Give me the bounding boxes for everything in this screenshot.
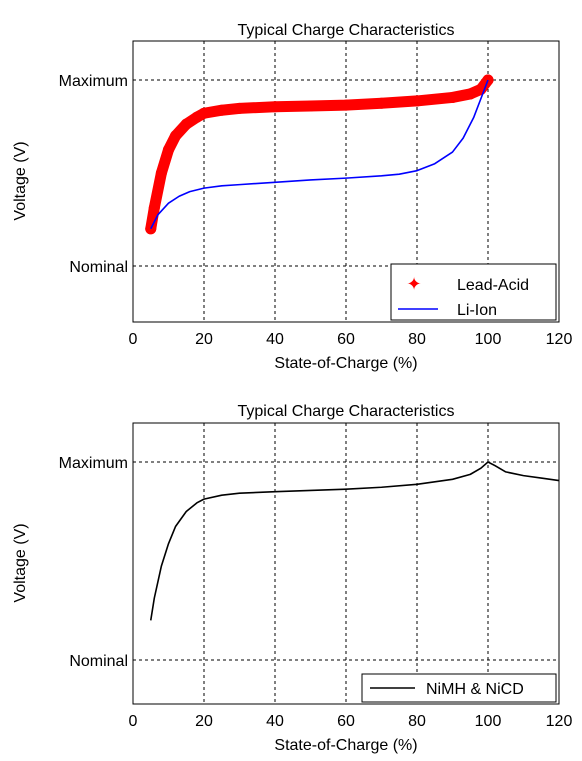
lead-acid-legend-marker: ✦ bbox=[406, 274, 421, 295]
x-tick-label: 40 bbox=[266, 713, 284, 730]
lead-acid-point bbox=[340, 99, 352, 111]
lead-acid-point bbox=[234, 102, 245, 114]
lead-acid-point bbox=[305, 100, 316, 112]
x-tick-label: 120 bbox=[546, 331, 573, 348]
lead-acid-point bbox=[216, 104, 228, 116]
lead-acid-point bbox=[376, 97, 387, 109]
series-layer bbox=[149, 461, 560, 621]
lead-acid-point bbox=[464, 88, 476, 100]
x-tick-label: 60 bbox=[337, 331, 355, 348]
legend-box bbox=[390, 263, 557, 321]
y-ticks: Maximum Nominal bbox=[59, 73, 128, 276]
x-tick-label: 60 bbox=[337, 713, 355, 730]
chart-bottom: Typical Charge Characteristics 0 20 40 6… bbox=[12, 403, 572, 754]
lead-acid-point bbox=[198, 107, 210, 119]
x-tick-label: 40 bbox=[266, 331, 284, 348]
x-tick-label: 0 bbox=[129, 331, 138, 348]
x-tick-label: 20 bbox=[195, 331, 213, 348]
x-axis-label: State-of-Charge (%) bbox=[274, 737, 417, 754]
lead-acid-point bbox=[269, 101, 281, 113]
x-tick-label: 100 bbox=[475, 331, 502, 348]
legend: NiMH & NiCD bbox=[361, 673, 557, 703]
lead-acid-point bbox=[148, 202, 160, 214]
y-tick-label-nominal: Nominal bbox=[69, 653, 128, 670]
x-ticks: 0 20 40 60 80 100 120 bbox=[129, 713, 573, 730]
li-ion-line bbox=[150, 79, 489, 230]
x-ticks: 0 20 40 60 80 100 120 bbox=[129, 331, 573, 348]
legend: ✦ Lead-Acid Li-Ion bbox=[390, 263, 557, 321]
x-tick-label: 0 bbox=[129, 713, 138, 730]
nimh-nicd-line bbox=[149, 461, 560, 621]
legend-label: Li-Ion bbox=[457, 302, 497, 319]
y-tick-label-maximum: Maximum bbox=[59, 455, 128, 472]
y-tick-label-maximum: Maximum bbox=[59, 73, 128, 90]
chart-top: Typical Charge Characteristics 0 20 40 6… bbox=[12, 22, 572, 372]
x-tick-label: 80 bbox=[408, 713, 426, 730]
x-tick-label: 100 bbox=[475, 713, 502, 730]
chart-title: Typical Charge Characteristics bbox=[238, 22, 455, 39]
y-ticks: Maximum Nominal bbox=[59, 455, 128, 670]
lead-acid-point bbox=[155, 167, 167, 179]
lead-acid-point bbox=[180, 118, 192, 130]
chart-title: Typical Charge Characteristics bbox=[238, 403, 455, 420]
lead-acid-point bbox=[163, 144, 174, 156]
legend-label: NiMH & NiCD bbox=[426, 681, 524, 698]
y-axis-label: Voltage (V) bbox=[12, 523, 29, 602]
legend-label: Lead-Acid bbox=[457, 277, 529, 294]
x-tick-label: 120 bbox=[546, 713, 573, 730]
x-axis-label: State-of-Charge (%) bbox=[274, 355, 417, 372]
y-axis-label: Voltage (V) bbox=[12, 141, 29, 220]
lead-acid-point bbox=[170, 130, 182, 142]
lead-acid-point bbox=[447, 91, 458, 103]
x-tick-label: 20 bbox=[195, 713, 213, 730]
x-tick-label: 80 bbox=[408, 331, 426, 348]
series-layer bbox=[145, 74, 494, 235]
y-tick-label-nominal: Nominal bbox=[69, 259, 128, 276]
lead-acid-point bbox=[411, 95, 423, 107]
